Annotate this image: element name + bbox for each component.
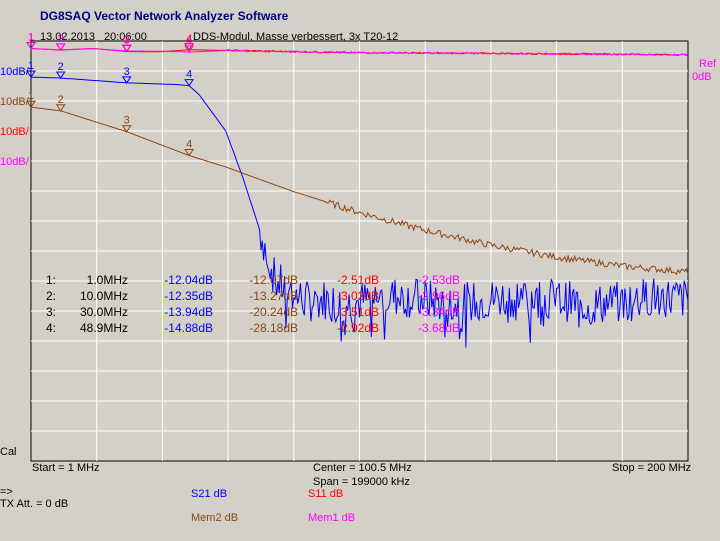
marker-label-2-s21: 2 xyxy=(58,61,64,73)
table-cell-mem2: -12.07dB xyxy=(249,273,298,287)
marker-label-4-mem2: 4 xyxy=(186,139,192,151)
legend-mem2[interactable]: Mem2 dB xyxy=(191,512,239,524)
table-cell-s21: -12.35dB xyxy=(164,289,213,303)
marker-label-3-mem1: 3 xyxy=(124,34,130,46)
table-cell-id: 2: xyxy=(46,289,56,303)
table-cell-mem1: -2.96dB xyxy=(418,289,460,303)
marker-label-1-s21: 1 xyxy=(28,60,34,72)
ref-label: Ref xyxy=(699,58,717,70)
marker-4-mem2 xyxy=(184,149,195,157)
marker-4-mem1 xyxy=(184,45,195,53)
trace-s21 xyxy=(30,76,689,348)
arrow-label: => xyxy=(0,486,13,498)
legend-mem1[interactable]: Mem1 dB xyxy=(308,512,356,524)
table-cell-s11: -2.51dB xyxy=(337,273,379,287)
ref-value: 0dB xyxy=(692,71,712,83)
marker-3-mem2 xyxy=(121,125,132,133)
table-cell-id: 3: xyxy=(46,305,56,319)
scale-label-mem2: 10dB/ xyxy=(0,96,29,108)
table-cell-id: 1: xyxy=(46,273,56,287)
table-cell-freq: 30.0MHz xyxy=(80,305,128,319)
marker-1-mem2 xyxy=(26,100,36,109)
marker-1-mem1 xyxy=(26,42,36,50)
scale-label-s11: 10dB/ xyxy=(0,126,29,138)
table-cell-mem2: -28.18dB xyxy=(249,321,298,335)
app-title: DG8SAQ Vector Network Analyzer Software xyxy=(40,9,289,23)
x-start-label: Start = 1 MHz xyxy=(32,462,100,474)
marker-4-s11 xyxy=(184,43,195,51)
marker-label-1-s11: 1 xyxy=(28,32,34,44)
table-cell-mem2: -20.24dB xyxy=(249,305,298,319)
trace-mem1 xyxy=(30,47,689,56)
trace-mem2 xyxy=(30,106,689,276)
table-cell-id: 4: xyxy=(46,321,56,335)
legend-s11[interactable]: S11 dB xyxy=(308,488,344,500)
marker-2-mem2 xyxy=(55,104,66,112)
marker-label-2-s11: 2 xyxy=(58,33,64,45)
traces xyxy=(30,47,689,348)
table-cell-mem2: -13.27dB xyxy=(249,289,298,303)
marker-2-mem1 xyxy=(55,43,66,51)
cal-label: Cal xyxy=(0,446,17,458)
scale-label-s21: 10dB/ xyxy=(0,66,29,78)
table-cell-freq: 1.0MHz xyxy=(87,273,128,287)
table-cell-mem1: -2.53dB xyxy=(418,273,460,287)
marker-label-2-mem1: 2 xyxy=(58,33,64,45)
table-cell-mem1: -3.34dB xyxy=(418,305,460,319)
marker-label-2-mem2: 2 xyxy=(58,94,64,106)
marker-label-1-mem1: 1 xyxy=(28,32,34,44)
marker-table: 1: 1.0MHz -12.04dB -12.07dB -2.51dB -2.53dB 2:… xyxy=(46,273,460,335)
table-cell-s21: -12.04dB xyxy=(164,273,213,287)
table-cell-s11: -3.02dB xyxy=(337,289,379,303)
marker-label-4-s11: 4 xyxy=(186,33,192,45)
table-cell-freq: 10.0MHz xyxy=(80,289,128,303)
table-cell-s11: -3.51dB xyxy=(337,305,379,319)
marker-label-1-mem2: 1 xyxy=(28,90,34,102)
marker-label-4-mem1: 4 xyxy=(186,35,192,47)
x-stop-label: Stop = 200 MHz xyxy=(612,462,692,474)
table-cell-s11: -2.92dB xyxy=(337,321,379,335)
table-cell-s21: -14.88dB xyxy=(164,321,213,335)
marker-label-3-s21: 3 xyxy=(124,66,130,78)
description-label: DDS-Modul, Masse verbessert, 3x T20-12 xyxy=(193,31,399,43)
marker-label-3-s11: 3 xyxy=(124,35,130,47)
scale-label-mem1: 10dB/ xyxy=(0,156,29,168)
table-cell-s21: -13.94dB xyxy=(164,305,213,319)
time-label: 20:06:00 xyxy=(104,31,147,43)
x-center-label: Center = 100.5 MHz xyxy=(313,462,412,474)
marker-label-3-mem2: 3 xyxy=(124,115,130,127)
marker-3-mem1 xyxy=(121,44,132,52)
table-cell-freq: 48.9MHz xyxy=(80,321,128,335)
tx-att-label: TX Att. = 0 dB xyxy=(0,498,69,510)
marker-4-s21 xyxy=(184,79,195,87)
legend-s21[interactable]: S21 dB xyxy=(191,488,228,500)
marker-3-s21 xyxy=(121,76,132,84)
x-span-label: Span = 199000 kHz xyxy=(313,476,410,488)
marker-label-4-s21: 4 xyxy=(186,69,192,81)
marker-2-s21 xyxy=(55,71,66,79)
date-label: 13.02.2013 xyxy=(40,31,96,43)
marker-1-s21 xyxy=(26,70,36,79)
table-cell-mem1: -3.68dB xyxy=(418,321,460,335)
